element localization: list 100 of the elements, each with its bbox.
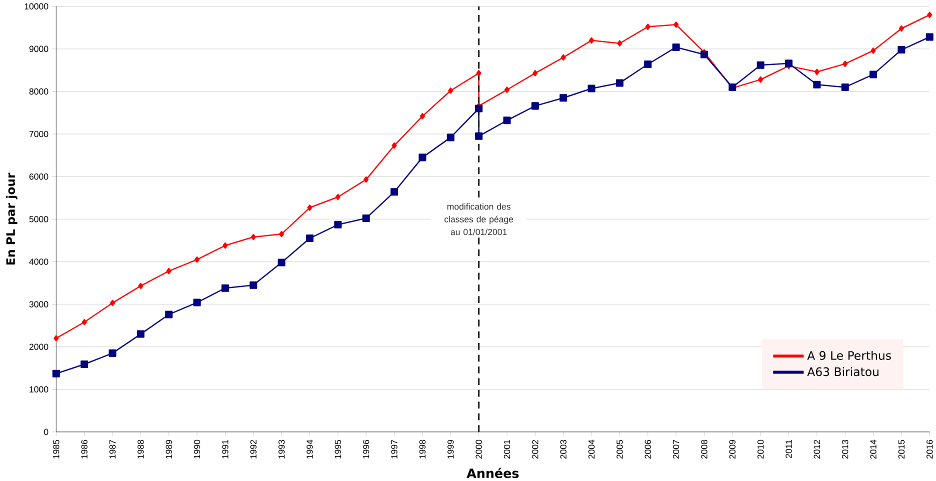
point: [335, 194, 340, 200]
point: [165, 310, 173, 318]
point: [448, 87, 454, 94]
x-tick-label: 1998: [419, 440, 426, 458]
x-tick-label: 2002: [532, 440, 538, 458]
point: [898, 25, 904, 32]
point: [390, 188, 398, 196]
point: [446, 134, 454, 142]
point: [250, 281, 258, 289]
point: [193, 298, 201, 306]
x-tick-label: 1997: [391, 440, 398, 458]
point: [756, 61, 764, 69]
point: [870, 47, 876, 54]
point: [588, 37, 594, 44]
point: [110, 300, 116, 306]
y-tick-label: 4000: [29, 258, 48, 265]
point: [80, 360, 88, 368]
y-tick-label: 3000: [29, 300, 48, 308]
x-tick-label: 2006: [644, 440, 651, 458]
x-tick-label: 1993: [278, 440, 285, 458]
ref-line-label: modification des classes de péage au 01/01/2001: [444, 203, 514, 235]
y-tick-label: 10000: [24, 3, 48, 10]
point: [306, 234, 314, 242]
x-tick-label: 2004: [588, 440, 595, 458]
x-tick-label: 2000: [476, 440, 482, 458]
x-tick-label: 2003: [560, 440, 566, 458]
point: [418, 154, 426, 162]
point: [194, 256, 200, 263]
point: [504, 86, 510, 93]
point: [813, 80, 821, 88]
point: [108, 349, 116, 357]
point: [138, 282, 144, 289]
y-tick-label: 7000: [29, 130, 48, 137]
x-tick-label: 1990: [194, 440, 200, 458]
point: [784, 59, 793, 67]
y-axis-title: En PL par jour: [6, 172, 18, 264]
point: [674, 21, 679, 28]
x-tick-label: 1985: [53, 440, 60, 458]
y-tick-label: 9000: [29, 46, 48, 52]
point: [475, 132, 483, 140]
legend-label: A 9 Le Perthus: [807, 350, 891, 360]
point: [532, 70, 538, 76]
point: [221, 284, 229, 292]
x-tick-label: 2005: [616, 440, 623, 458]
y-tick-label: 0: [44, 428, 48, 435]
point: [52, 370, 60, 378]
point: [476, 70, 482, 76]
point: [870, 70, 878, 78]
x-tick-label: 1992: [250, 440, 257, 458]
x-tick-label: 2001: [504, 440, 510, 458]
x-axis-title: Années: [466, 468, 519, 478]
point: [644, 60, 652, 68]
point: [841, 83, 849, 91]
point: [222, 242, 228, 249]
y-tick-label: 5000: [29, 216, 48, 222]
legend-label: A63 Biriatou: [807, 366, 878, 376]
point: [54, 334, 59, 342]
x-tick-label: 2012: [814, 440, 820, 458]
point: [420, 112, 425, 120]
point: [250, 234, 256, 240]
point: [672, 43, 680, 51]
point: [588, 84, 596, 92]
point: [898, 46, 906, 54]
x-tick-label: 2009: [729, 440, 736, 458]
point: [307, 204, 312, 211]
point: [82, 318, 87, 326]
point: [503, 116, 511, 124]
point: [758, 76, 764, 83]
point: [814, 68, 820, 75]
x-tick-label: 2014: [870, 440, 876, 458]
point: [560, 94, 568, 102]
point: [700, 50, 708, 58]
point: [362, 214, 370, 222]
point: [278, 258, 286, 266]
y-tick-label: 1000: [30, 386, 48, 392]
x-tick-label: 1991: [222, 440, 228, 458]
x-tick-label: 2013: [842, 440, 848, 458]
x-tick-label: 1986: [81, 440, 88, 458]
y-tick-label: 6000: [29, 173, 48, 180]
x-tick-label: 1999: [448, 440, 454, 458]
point: [334, 220, 342, 228]
point: [616, 79, 624, 87]
point: [392, 142, 397, 149]
x-tick-label: 1994: [306, 440, 313, 458]
x-tick-label: 2016: [926, 440, 933, 458]
point: [926, 33, 934, 41]
x-tick-label: 2011: [786, 440, 792, 458]
point: [279, 230, 284, 238]
x-tick-label: 2007: [672, 440, 680, 458]
x-tick-label: 1995: [334, 440, 342, 458]
point: [166, 268, 172, 274]
x-tick-label: 2015: [898, 440, 905, 458]
x-tick-label: 2008: [701, 440, 708, 458]
y-tick-label: 2000: [29, 344, 48, 350]
point: [531, 102, 539, 110]
point: [927, 12, 932, 18]
point: [364, 176, 369, 183]
point: [645, 23, 650, 30]
point: [560, 54, 566, 60]
point: [842, 60, 848, 67]
